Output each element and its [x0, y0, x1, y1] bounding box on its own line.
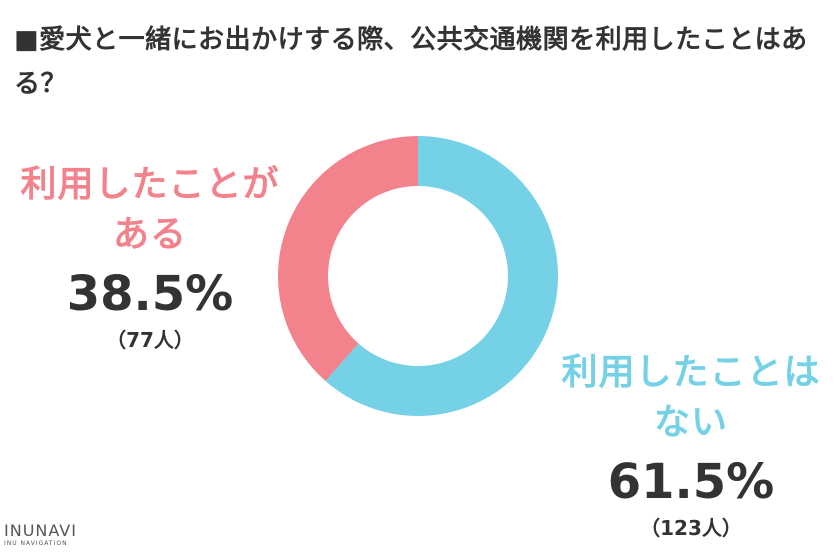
- label-not-used-line1: 利用したことは: [561, 352, 821, 393]
- chart-title: ■愛犬と一緒にお出かけする際、公共交通機関を利用したことはある？: [14, 25, 808, 99]
- label-not-used-count: （123人）: [640, 516, 742, 540]
- logo-sub-text: INU NAVIGATION: [4, 540, 68, 547]
- label-used-percent: 38.5%: [66, 266, 234, 322]
- label-used-line1: 利用したことが: [20, 164, 280, 205]
- label-not-used-line2: ない: [653, 402, 728, 443]
- label-not-used-percent: 61.5%: [607, 454, 775, 510]
- slice-not-used: [325, 136, 558, 416]
- logo-main-text: INUNAVI: [4, 521, 77, 540]
- label-used-line2: ある: [112, 214, 187, 255]
- label-not-used: 利用したことは ない 61.5% （123人）: [545, 348, 837, 542]
- label-used-count: （77人）: [106, 328, 194, 352]
- slice-used: [278, 136, 418, 382]
- inunavi-logo: INUNAVI INU NAVIGATION: [4, 522, 77, 548]
- label-used: 利用したことが ある 38.5% （77人）: [0, 160, 300, 354]
